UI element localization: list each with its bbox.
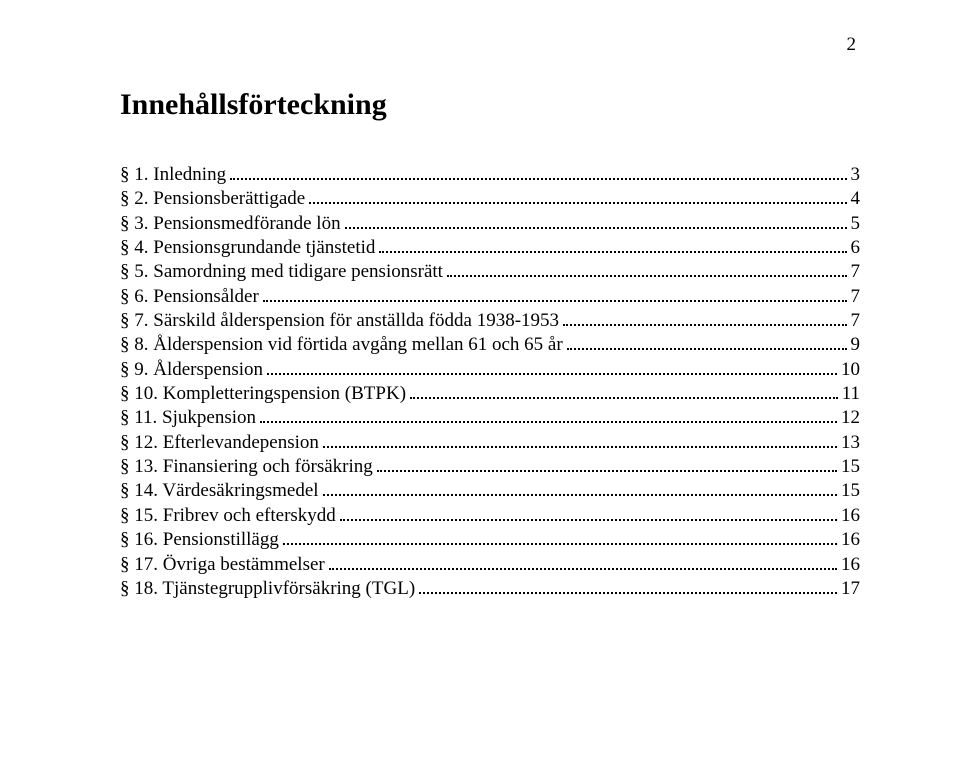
toc-row: § 16. Pensionstillägg 16 xyxy=(120,529,860,551)
toc-row: § 7. Särskild ålderspension för anställd… xyxy=(120,310,860,332)
toc-leader-dots xyxy=(410,388,838,400)
toc-row: § 4. Pensionsgrundande tjänstetid 6 xyxy=(120,237,860,259)
toc-leader-dots xyxy=(260,412,837,424)
toc-leader-dots xyxy=(323,485,837,497)
toc-leader-dots xyxy=(267,363,837,375)
toc-entry-label: § 15. Fribrev och efterskydd xyxy=(120,505,336,527)
toc-leader-dots xyxy=(323,436,837,448)
toc-row: § 3. Pensionsmedförande lön 5 xyxy=(120,213,860,235)
toc-leader-dots xyxy=(379,242,846,254)
toc-entry-label: § 10. Kompletteringspension (BTPK) xyxy=(120,383,406,405)
toc-row: § 13. Finansiering och försäkring 15 xyxy=(120,456,860,478)
toc-leader-dots xyxy=(563,315,846,327)
toc-entry-label: § 16. Pensionstillägg xyxy=(120,529,279,551)
toc-leader-dots xyxy=(419,582,837,594)
toc-row: § 6. Pensionsålder 7 xyxy=(120,286,860,308)
table-of-contents: § 1. Inledning 3 § 2. Pensionsberättigade 4… xyxy=(120,164,860,600)
toc-entry-page: 16 xyxy=(841,529,860,551)
toc-entry-label: § 12. Efterlevandepension xyxy=(120,432,319,454)
toc-row: § 5. Samordning med tidigare pensionsrät… xyxy=(120,261,860,283)
toc-row: § 8. Ålderspension vid förtida avgång me… xyxy=(120,334,860,356)
toc-entry-page: 4 xyxy=(851,188,861,210)
toc-entry-page: 10 xyxy=(841,359,860,381)
toc-leader-dots xyxy=(309,193,846,205)
toc-entry-label: § 2. Pensionsberättigade xyxy=(120,188,305,210)
toc-entry-label: § 4. Pensionsgrundande tjänstetid xyxy=(120,237,375,259)
toc-entry-page: 17 xyxy=(841,578,860,600)
toc-leader-dots xyxy=(263,290,847,302)
toc-entry-label: § 3. Pensionsmedförande lön xyxy=(120,213,341,235)
toc-entry-page: 15 xyxy=(841,480,860,502)
toc-row: § 15. Fribrev och efterskydd 16 xyxy=(120,505,860,527)
toc-entry-page: 5 xyxy=(851,213,861,235)
document-page: 2 Innehållsförteckning § 1. Inledning3§ … xyxy=(0,0,960,783)
toc-entry-label: § 13. Finansiering och försäkring xyxy=(120,456,373,478)
toc-entry-label: § 7. Särskild ålderspension för anställd… xyxy=(120,310,559,332)
toc-entry-label: § 17. Övriga bestämmelser xyxy=(120,554,325,576)
toc-leader-dots xyxy=(340,509,837,521)
page-number: 2 xyxy=(120,34,860,56)
toc-entry-page: 12 xyxy=(841,407,860,429)
toc-entry-label: § 1. Inledning xyxy=(120,164,226,186)
toc-entry-label: § 9. Ålderspension xyxy=(120,359,263,381)
toc-entry-page: 9 xyxy=(851,334,861,356)
toc-entry-page: 7 xyxy=(851,286,861,308)
toc-leader-dots xyxy=(329,558,837,570)
toc-entry-page: 16 xyxy=(841,505,860,527)
toc-row: § 2. Pensionsberättigade 4 xyxy=(120,188,860,210)
toc-row: § 17. Övriga bestämmelser 16 xyxy=(120,554,860,576)
toc-leader-dots xyxy=(377,461,837,473)
toc-entry-page: 3 xyxy=(851,164,861,186)
toc-row: § 12. Efterlevandepension 13 xyxy=(120,432,860,454)
toc-entry-page: 11 xyxy=(842,383,860,405)
toc-entry-label: § 5. Samordning med tidigare pensionsrät… xyxy=(120,261,443,283)
toc-entry-page: 13 xyxy=(841,432,860,454)
toc-title: Innehållsförteckning xyxy=(120,88,860,122)
toc-entry-label: § 14. Värdesäkringsmedel xyxy=(120,480,319,502)
toc-row: § 18. Tjänstegrupplivförsäkring (TGL) 17 xyxy=(120,578,860,600)
toc-entry-label: § 8. Ålderspension vid förtida avgång me… xyxy=(120,334,563,356)
toc-entry-label: § 11. Sjukpension xyxy=(120,407,256,429)
toc-entry-page: 7 xyxy=(851,310,861,332)
toc-leader-dots xyxy=(447,266,847,278)
toc-leader-dots xyxy=(345,217,847,229)
toc-entry-page: 16 xyxy=(841,554,860,576)
toc-entry-page: 15 xyxy=(841,456,860,478)
toc-row: § 1. Inledning 3 xyxy=(120,164,860,186)
toc-leader-dots xyxy=(230,169,846,181)
toc-entry-page: 7 xyxy=(851,261,861,283)
toc-leader-dots xyxy=(567,339,847,351)
toc-entry-label: § 6. Pensionsålder xyxy=(120,286,259,308)
toc-entry-label: § 18. Tjänstegrupplivförsäkring (TGL) xyxy=(120,578,415,600)
toc-row: § 11. Sjukpension 12 xyxy=(120,407,860,429)
toc-row: § 9. Ålderspension 10 xyxy=(120,359,860,381)
toc-leader-dots xyxy=(283,534,837,546)
toc-row: § 14. Värdesäkringsmedel 15 xyxy=(120,480,860,502)
toc-row: § 10. Kompletteringspension (BTPK) 11 xyxy=(120,383,860,405)
toc-entry-page: 6 xyxy=(851,237,861,259)
